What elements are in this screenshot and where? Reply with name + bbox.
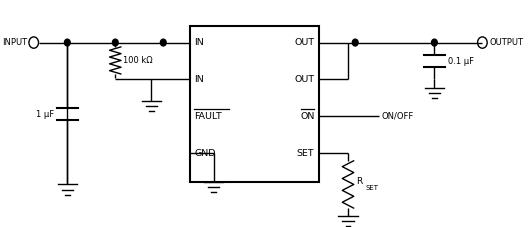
Text: OUT: OUT <box>294 38 314 47</box>
Circle shape <box>160 39 166 46</box>
Text: IN: IN <box>195 38 204 47</box>
Circle shape <box>65 39 70 46</box>
Text: 1 μF: 1 μF <box>36 110 54 118</box>
Text: ON: ON <box>300 112 314 121</box>
Text: 100 kΩ: 100 kΩ <box>123 56 152 65</box>
Text: ON/OFF: ON/OFF <box>381 112 414 121</box>
Circle shape <box>352 39 358 46</box>
Text: R: R <box>355 177 362 186</box>
Text: SET: SET <box>297 149 314 158</box>
Circle shape <box>432 39 437 46</box>
Bar <box>190 25 319 182</box>
Text: GND: GND <box>195 149 216 158</box>
Text: FAULT: FAULT <box>195 112 222 121</box>
Text: SET: SET <box>366 185 378 191</box>
Text: INPUT: INPUT <box>2 38 27 47</box>
Text: OUT: OUT <box>294 75 314 84</box>
Text: OUTPUT: OUTPUT <box>489 38 523 47</box>
Text: 0.1 μF: 0.1 μF <box>448 57 474 66</box>
Circle shape <box>113 39 118 46</box>
Text: IN: IN <box>195 75 204 84</box>
